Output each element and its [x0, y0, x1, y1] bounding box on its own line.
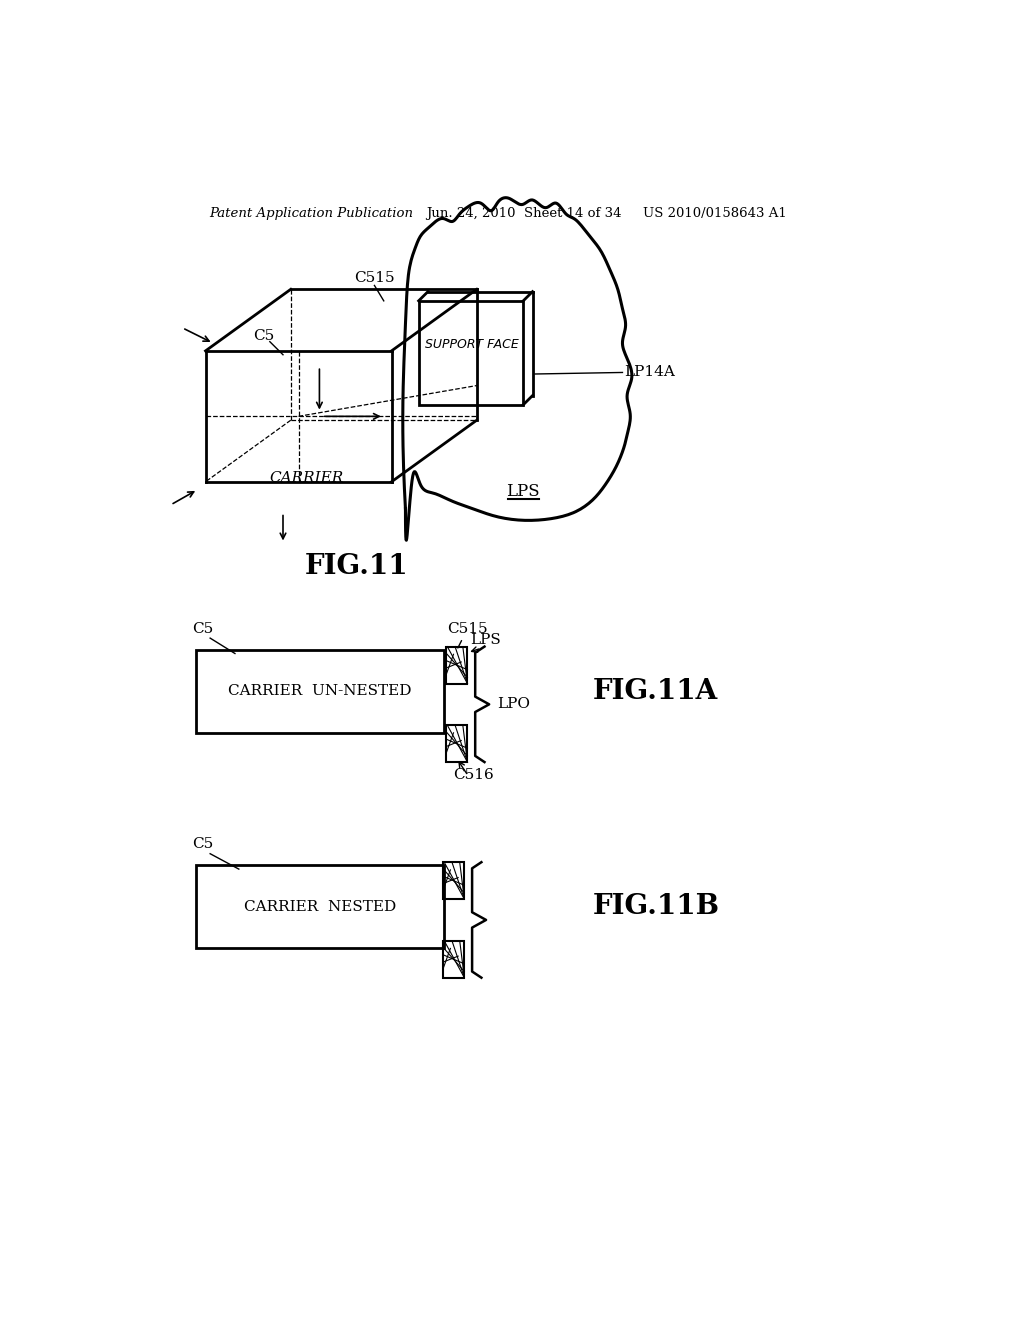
Text: CARRIER  UN-NESTED: CARRIER UN-NESTED: [228, 684, 412, 698]
Text: C515: C515: [354, 271, 395, 285]
Bar: [442, 862, 464, 899]
Text: C515: C515: [447, 622, 487, 636]
Text: CARRIER: CARRIER: [269, 471, 343, 484]
Bar: [197, 866, 444, 948]
Text: SUPPORT FACE: SUPPORT FACE: [425, 338, 519, 351]
Text: C516: C516: [454, 768, 495, 781]
Text: LPS: LPS: [507, 483, 540, 499]
Text: US 2010/0158643 A1: US 2010/0158643 A1: [643, 207, 787, 220]
Text: LP14A: LP14A: [624, 366, 675, 379]
Text: C5: C5: [253, 329, 274, 342]
Text: C5: C5: [193, 622, 214, 636]
Text: C5: C5: [193, 837, 214, 851]
Text: LPO: LPO: [497, 697, 529, 711]
Bar: [197, 649, 444, 733]
Text: Patent Application Publication: Patent Application Publication: [209, 207, 414, 220]
Text: FIG.11A: FIG.11A: [593, 677, 718, 705]
Text: Jun. 24, 2010  Sheet 14 of 34: Jun. 24, 2010 Sheet 14 of 34: [426, 207, 622, 220]
Text: CARRIER  NESTED: CARRIER NESTED: [244, 900, 396, 913]
Bar: [442, 941, 464, 978]
Bar: [445, 647, 467, 684]
Text: FIG.11B: FIG.11B: [593, 894, 720, 920]
Bar: [445, 725, 467, 762]
Text: LPS: LPS: [470, 634, 501, 647]
Text: FIG.11: FIG.11: [305, 553, 409, 579]
